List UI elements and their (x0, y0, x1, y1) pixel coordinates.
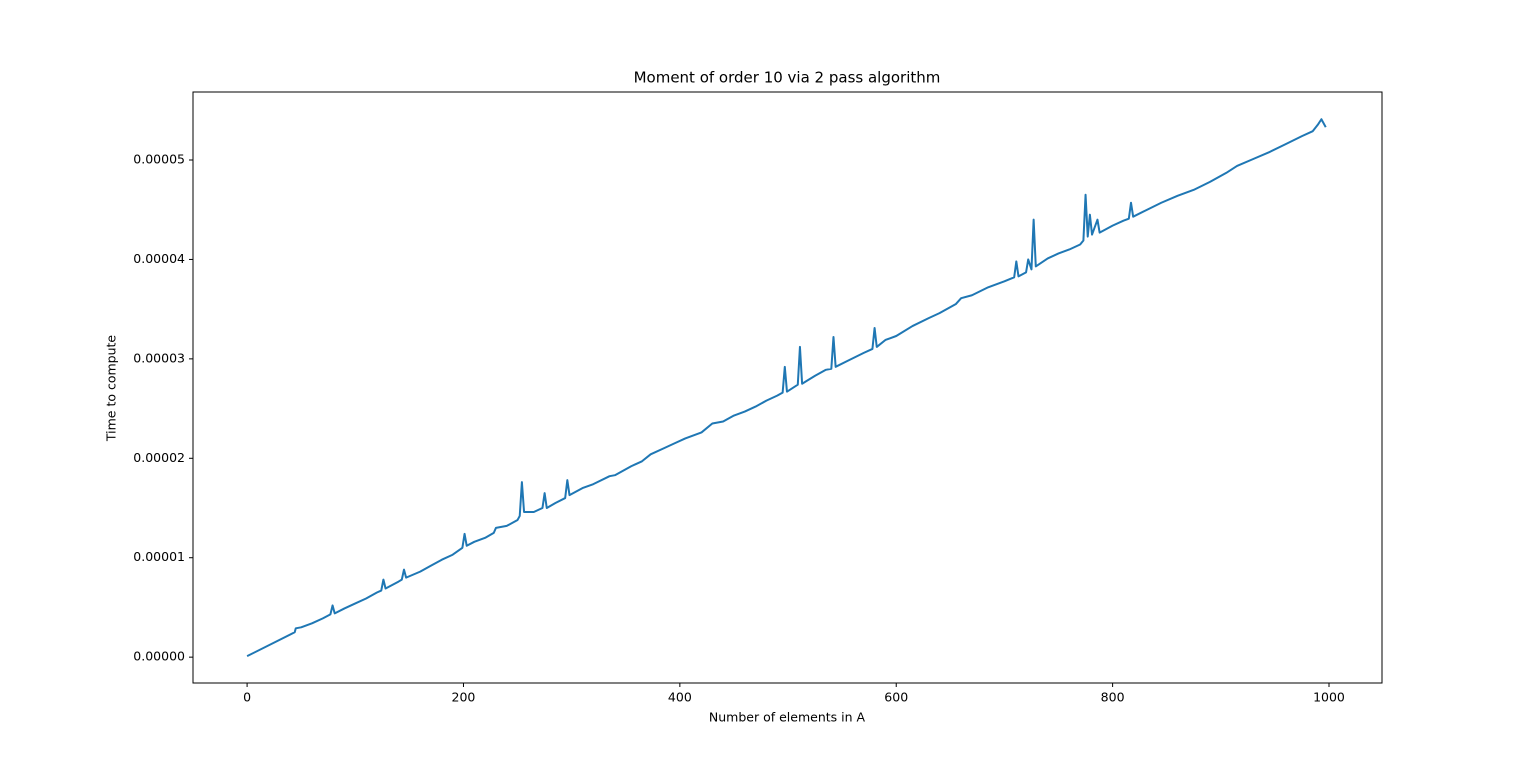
chart-title: Moment of order 10 via 2 pass algorithm (634, 69, 941, 87)
y-axis-label: Time to compute (104, 335, 119, 443)
y-tick-label: 0.00003 (133, 350, 185, 365)
data-line (246, 118, 1327, 658)
x-tick-label: 800 (1101, 690, 1125, 705)
x-axis-label: Number of elements in A (709, 710, 866, 725)
y-tick-label: 0.00004 (133, 251, 185, 266)
y-tick-label: 0.00001 (133, 549, 185, 564)
y-tick-label: 0.00000 (133, 649, 185, 664)
x-tick-label: 0 (243, 690, 251, 705)
x-tick-label: 1000 (1313, 690, 1345, 705)
x-tick-label: 600 (884, 690, 908, 705)
x-tick-label: 400 (668, 690, 692, 705)
y-tick-label: 0.00005 (133, 152, 185, 167)
x-tick-label: 200 (452, 690, 476, 705)
y-tick-label: 0.00002 (133, 450, 185, 465)
plot-frame (192, 91, 1383, 684)
